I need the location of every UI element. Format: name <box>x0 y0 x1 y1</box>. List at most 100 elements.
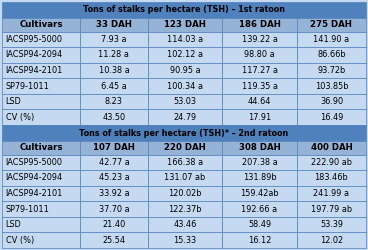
Text: 10.38 a: 10.38 a <box>99 66 129 75</box>
Text: 16.12: 16.12 <box>248 236 271 245</box>
Text: IACSP95-5000: IACSP95-5000 <box>6 158 63 167</box>
Text: 186 DAH: 186 DAH <box>238 20 280 29</box>
Bar <box>297 18 366 32</box>
Bar <box>297 32 366 47</box>
Bar <box>297 47 366 63</box>
Text: 25.54: 25.54 <box>102 236 125 245</box>
Text: 207.38 a: 207.38 a <box>242 158 277 167</box>
Text: 86.66b: 86.66b <box>317 50 346 59</box>
Bar <box>2 94 80 110</box>
Bar <box>222 217 297 232</box>
Bar <box>80 186 148 201</box>
Text: 98.80 a: 98.80 a <box>244 50 275 59</box>
Text: 183.46b: 183.46b <box>315 174 348 182</box>
Bar <box>222 110 297 125</box>
Text: 159.42ab: 159.42ab <box>240 189 279 198</box>
Bar <box>80 110 148 125</box>
Bar <box>2 125 366 141</box>
Text: 21.40: 21.40 <box>102 220 125 229</box>
Text: 15.33: 15.33 <box>173 236 197 245</box>
Bar <box>222 18 297 32</box>
Text: 400 DAH: 400 DAH <box>311 143 352 152</box>
Bar <box>148 18 222 32</box>
Bar <box>148 170 222 186</box>
Bar <box>2 2 366 18</box>
Text: SP79-1011: SP79-1011 <box>6 82 49 90</box>
Text: IACSP94-2101: IACSP94-2101 <box>6 189 63 198</box>
Bar <box>2 232 80 248</box>
Bar <box>297 170 366 186</box>
Bar <box>80 78 148 94</box>
Text: 141.90 a: 141.90 a <box>314 35 350 44</box>
Bar <box>2 110 80 125</box>
Text: Tons of stalks per hectare (TSH)* – 2nd ratoon: Tons of stalks per hectare (TSH)* – 2nd … <box>79 128 289 138</box>
Bar <box>297 94 366 110</box>
Text: Cultivars: Cultivars <box>20 143 63 152</box>
Text: 90.95 a: 90.95 a <box>170 66 200 75</box>
Bar <box>148 201 222 217</box>
Text: 119.35 a: 119.35 a <box>241 82 277 90</box>
Text: 11.28 a: 11.28 a <box>99 50 130 59</box>
Text: 117.27 a: 117.27 a <box>241 66 277 75</box>
Bar <box>148 217 222 232</box>
Text: 103.85b: 103.85b <box>315 82 348 90</box>
Bar <box>80 170 148 186</box>
Bar <box>2 63 80 78</box>
Bar <box>297 63 366 78</box>
Bar <box>2 18 80 32</box>
Bar <box>148 154 222 170</box>
Text: 308 DAH: 308 DAH <box>239 143 280 152</box>
Bar <box>2 154 80 170</box>
Bar <box>148 186 222 201</box>
Text: 222.90 ab: 222.90 ab <box>311 158 352 167</box>
Bar <box>148 110 222 125</box>
Text: 102.12 a: 102.12 a <box>167 50 203 59</box>
Bar <box>222 201 297 217</box>
Text: IACSP95-5000: IACSP95-5000 <box>6 35 63 44</box>
Text: CV (%): CV (%) <box>6 113 34 122</box>
Text: 42.77 a: 42.77 a <box>99 158 129 167</box>
Bar <box>2 201 80 217</box>
Text: 100.34 a: 100.34 a <box>167 82 203 90</box>
Text: 131.07 ab: 131.07 ab <box>164 174 206 182</box>
Bar <box>148 232 222 248</box>
Text: Tons of stalks per hectare (TSH) – 1st ratoon: Tons of stalks per hectare (TSH) – 1st r… <box>83 6 285 15</box>
Text: 7.93 a: 7.93 a <box>101 35 127 44</box>
Bar <box>80 217 148 232</box>
Text: 8.23: 8.23 <box>105 97 123 106</box>
Bar <box>2 170 80 186</box>
Text: LSD: LSD <box>6 97 21 106</box>
Text: 93.72b: 93.72b <box>317 66 346 75</box>
Bar <box>297 141 366 154</box>
Text: 53.03: 53.03 <box>173 97 197 106</box>
Text: 45.23 a: 45.23 a <box>99 174 129 182</box>
Text: 44.64: 44.64 <box>248 97 271 106</box>
Bar <box>2 217 80 232</box>
Text: LSD: LSD <box>6 220 21 229</box>
Bar <box>222 232 297 248</box>
Bar <box>297 154 366 170</box>
Text: 197.79 ab: 197.79 ab <box>311 204 352 214</box>
Bar <box>297 110 366 125</box>
Bar <box>222 32 297 47</box>
Bar <box>80 63 148 78</box>
Text: 241.99 a: 241.99 a <box>314 189 350 198</box>
Text: IACSP94-2094: IACSP94-2094 <box>6 174 63 182</box>
Text: 53.39: 53.39 <box>320 220 343 229</box>
Text: 275 DAH: 275 DAH <box>311 20 352 29</box>
Text: 36.90: 36.90 <box>320 97 343 106</box>
Bar <box>297 232 366 248</box>
Text: 6.45 a: 6.45 a <box>101 82 127 90</box>
Text: 220 DAH: 220 DAH <box>164 143 206 152</box>
Bar <box>148 32 222 47</box>
Text: 16.49: 16.49 <box>320 113 343 122</box>
Bar <box>80 18 148 32</box>
Bar <box>222 186 297 201</box>
Text: CV (%): CV (%) <box>6 236 34 245</box>
Text: 33.92 a: 33.92 a <box>99 189 129 198</box>
Bar <box>2 47 80 63</box>
Bar <box>297 201 366 217</box>
Text: 123 DAH: 123 DAH <box>164 20 206 29</box>
Text: 139.22 a: 139.22 a <box>242 35 277 44</box>
Text: 33 DAH: 33 DAH <box>96 20 132 29</box>
